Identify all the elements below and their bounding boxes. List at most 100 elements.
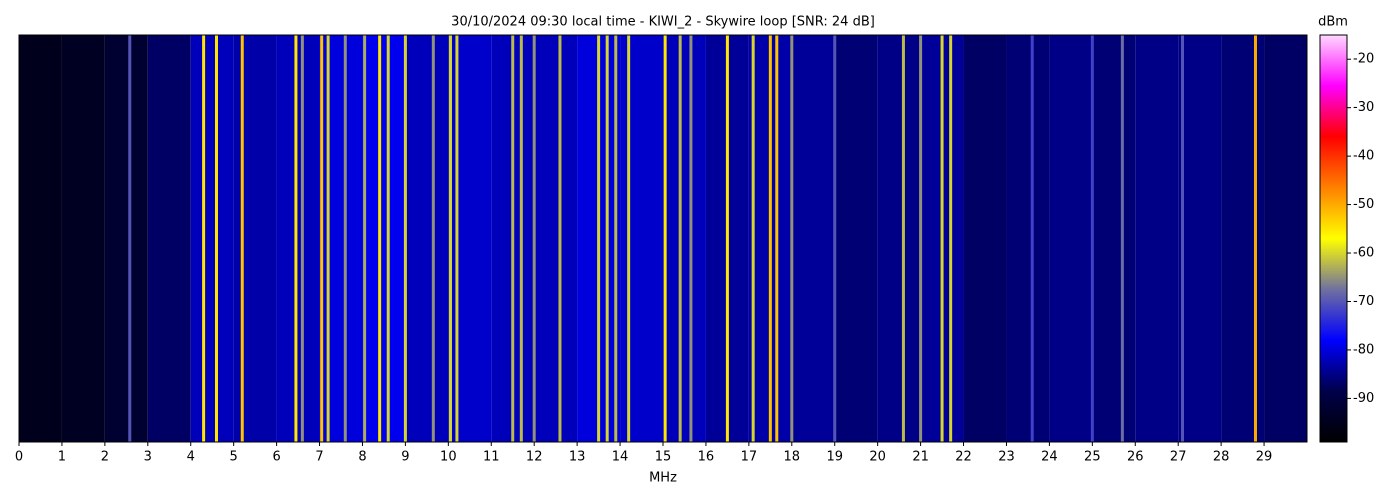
x-tick-label: 25: [1084, 450, 1101, 465]
noise-band: [104, 35, 148, 442]
colorbar-tick-label: -30: [1353, 100, 1374, 115]
signal-trace: [940, 35, 944, 442]
x-tick-label: 15: [655, 450, 672, 465]
x-tick-label: 19: [826, 450, 843, 465]
x-tick-label: 23: [998, 450, 1015, 465]
noise-band: [19, 35, 62, 442]
signal-trace: [768, 35, 772, 442]
x-tick-label: 26: [1127, 450, 1144, 465]
noise-band: [834, 35, 878, 442]
signal-trace: [689, 35, 693, 442]
noise-band: [877, 35, 921, 442]
signal-trace: [949, 35, 953, 442]
noise-band: [233, 35, 277, 442]
noise-band: [663, 35, 706, 442]
noise-band: [276, 35, 320, 442]
noise-band: [1092, 35, 1136, 442]
noise-band: [1178, 35, 1222, 442]
signal-trace: [663, 35, 667, 442]
noise-band: [61, 35, 105, 442]
x-tick-label: 1: [58, 450, 66, 465]
signal-trace: [1253, 35, 1257, 442]
signal-trace: [678, 35, 682, 442]
noise-band: [1049, 35, 1093, 442]
signal-trace: [751, 35, 755, 442]
signal-trace: [833, 35, 837, 442]
signal-trace: [202, 35, 206, 442]
signal-trace: [1090, 35, 1094, 442]
signal-trace: [919, 35, 923, 442]
x-tick-label: 24: [1041, 450, 1058, 465]
signal-trace: [532, 35, 536, 442]
chart-title: 30/10/2024 09:30 local time - KIWI_2 - S…: [451, 15, 875, 30]
noise-band: [534, 35, 578, 442]
signal-trace: [363, 35, 367, 442]
x-tick-label: 0: [15, 450, 23, 465]
x-tick-label: 13: [569, 450, 586, 465]
signal-trace: [378, 35, 382, 442]
x-tick-label: 8: [358, 450, 366, 465]
x-tick-label: 3: [144, 450, 152, 465]
x-tick-label: 5: [230, 450, 238, 465]
signal-trace: [431, 35, 435, 442]
signal-trace: [790, 35, 794, 442]
noise-band: [1006, 35, 1050, 442]
x-tick-label: 11: [483, 450, 500, 465]
x-tick-label: 4: [187, 450, 195, 465]
x-tick-label: 10: [440, 450, 457, 465]
x-tick-label: 28: [1213, 450, 1230, 465]
noise-band: [963, 35, 1007, 442]
x-tick-label: 12: [526, 450, 543, 465]
signal-trace: [1030, 35, 1034, 442]
colorbar-tick-label: -60: [1353, 246, 1374, 261]
signal-trace: [240, 35, 244, 442]
x-axis-label: MHz: [649, 471, 677, 486]
signal-trace: [775, 35, 779, 442]
signal-trace: [1120, 35, 1124, 442]
x-tick-label: 7: [315, 450, 323, 465]
x-tick-label: 14: [612, 450, 629, 465]
colorbar-tick-label: -70: [1353, 294, 1374, 309]
colorbar-tick-label: -20: [1353, 52, 1374, 67]
colorbar-label: dBm: [1318, 15, 1348, 30]
signal-trace: [614, 35, 618, 442]
signal-trace: [605, 35, 609, 442]
noise-band: [319, 35, 363, 442]
noise-band: [190, 35, 234, 442]
signal-trace: [128, 35, 132, 442]
noise-band: [1135, 35, 1179, 442]
colorbar-tick-label: -80: [1353, 342, 1374, 357]
x-tick-label: 17: [741, 450, 758, 465]
signal-trace: [294, 35, 298, 442]
signal-trace: [455, 35, 459, 442]
signal-trace: [1180, 35, 1184, 442]
x-tick-label: 21: [912, 450, 929, 465]
signal-trace: [386, 35, 390, 442]
signal-trace: [558, 35, 562, 442]
x-tick-label: 9: [401, 450, 409, 465]
signal-trace: [320, 35, 324, 442]
x-tick-label: 18: [784, 450, 801, 465]
colorbar-tick-label: -40: [1353, 149, 1374, 164]
x-tick-label: 6: [272, 450, 280, 465]
colorbar: [1319, 34, 1348, 443]
x-tick-label: 22: [955, 450, 972, 465]
signal-trace: [597, 35, 601, 442]
x-tick-label: 16: [698, 450, 715, 465]
signal-trace: [403, 35, 407, 442]
signal-trace: [627, 35, 631, 442]
noise-band: [620, 35, 663, 442]
signal-trace: [511, 35, 515, 442]
noise-band: [147, 35, 191, 442]
x-tick-label: 27: [1170, 450, 1187, 465]
noise-band: [791, 35, 835, 442]
signal-trace: [326, 35, 330, 442]
noise-band: [1221, 35, 1265, 442]
noise-band: [1264, 35, 1307, 442]
noise-band: [405, 35, 449, 442]
signal-trace: [725, 35, 729, 442]
colorbar-tick-label: -90: [1353, 391, 1374, 406]
colorbar-tick-label: -50: [1353, 197, 1374, 212]
noise-band: [362, 35, 406, 442]
